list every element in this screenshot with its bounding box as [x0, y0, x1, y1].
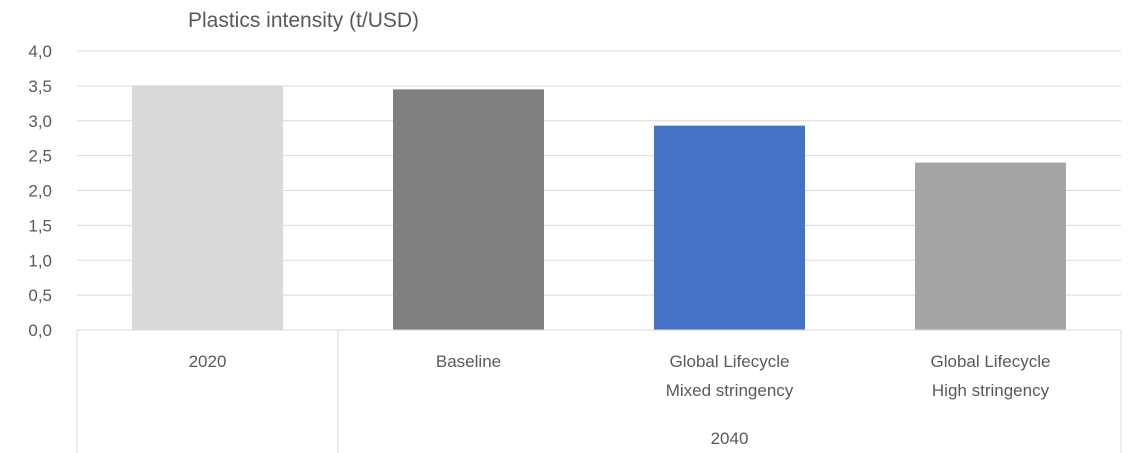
y-tick-label: 0,0: [28, 321, 52, 340]
y-tick-label: 1,0: [28, 251, 52, 270]
x-tick-label: High stringency: [932, 381, 1050, 400]
x-tick-label: Global Lifecycle: [669, 352, 789, 371]
y-tick-label: 1,5: [28, 216, 52, 235]
x-tick-label: Global Lifecycle: [930, 352, 1050, 371]
bar-0: [132, 85, 283, 330]
y-tick-label: 0,5: [28, 286, 52, 305]
chart-title: Plastics intensity (t/USD): [188, 9, 420, 32]
x-tick-label: Mixed stringency: [666, 381, 794, 400]
bar-2: [654, 125, 805, 330]
x-tick-label: Baseline: [436, 352, 501, 371]
x-group-label: 2040: [711, 429, 749, 448]
y-tick-label: 3,0: [28, 112, 52, 131]
y-tick-label: 2,0: [28, 182, 52, 201]
y-tick-label: 3,5: [28, 77, 52, 96]
bar-1: [393, 89, 544, 330]
y-tick-label: 4,0: [28, 42, 52, 61]
bar-3: [915, 162, 1066, 330]
x-tick-label: 2020: [189, 352, 227, 371]
y-tick-label: 2,5: [28, 147, 52, 166]
